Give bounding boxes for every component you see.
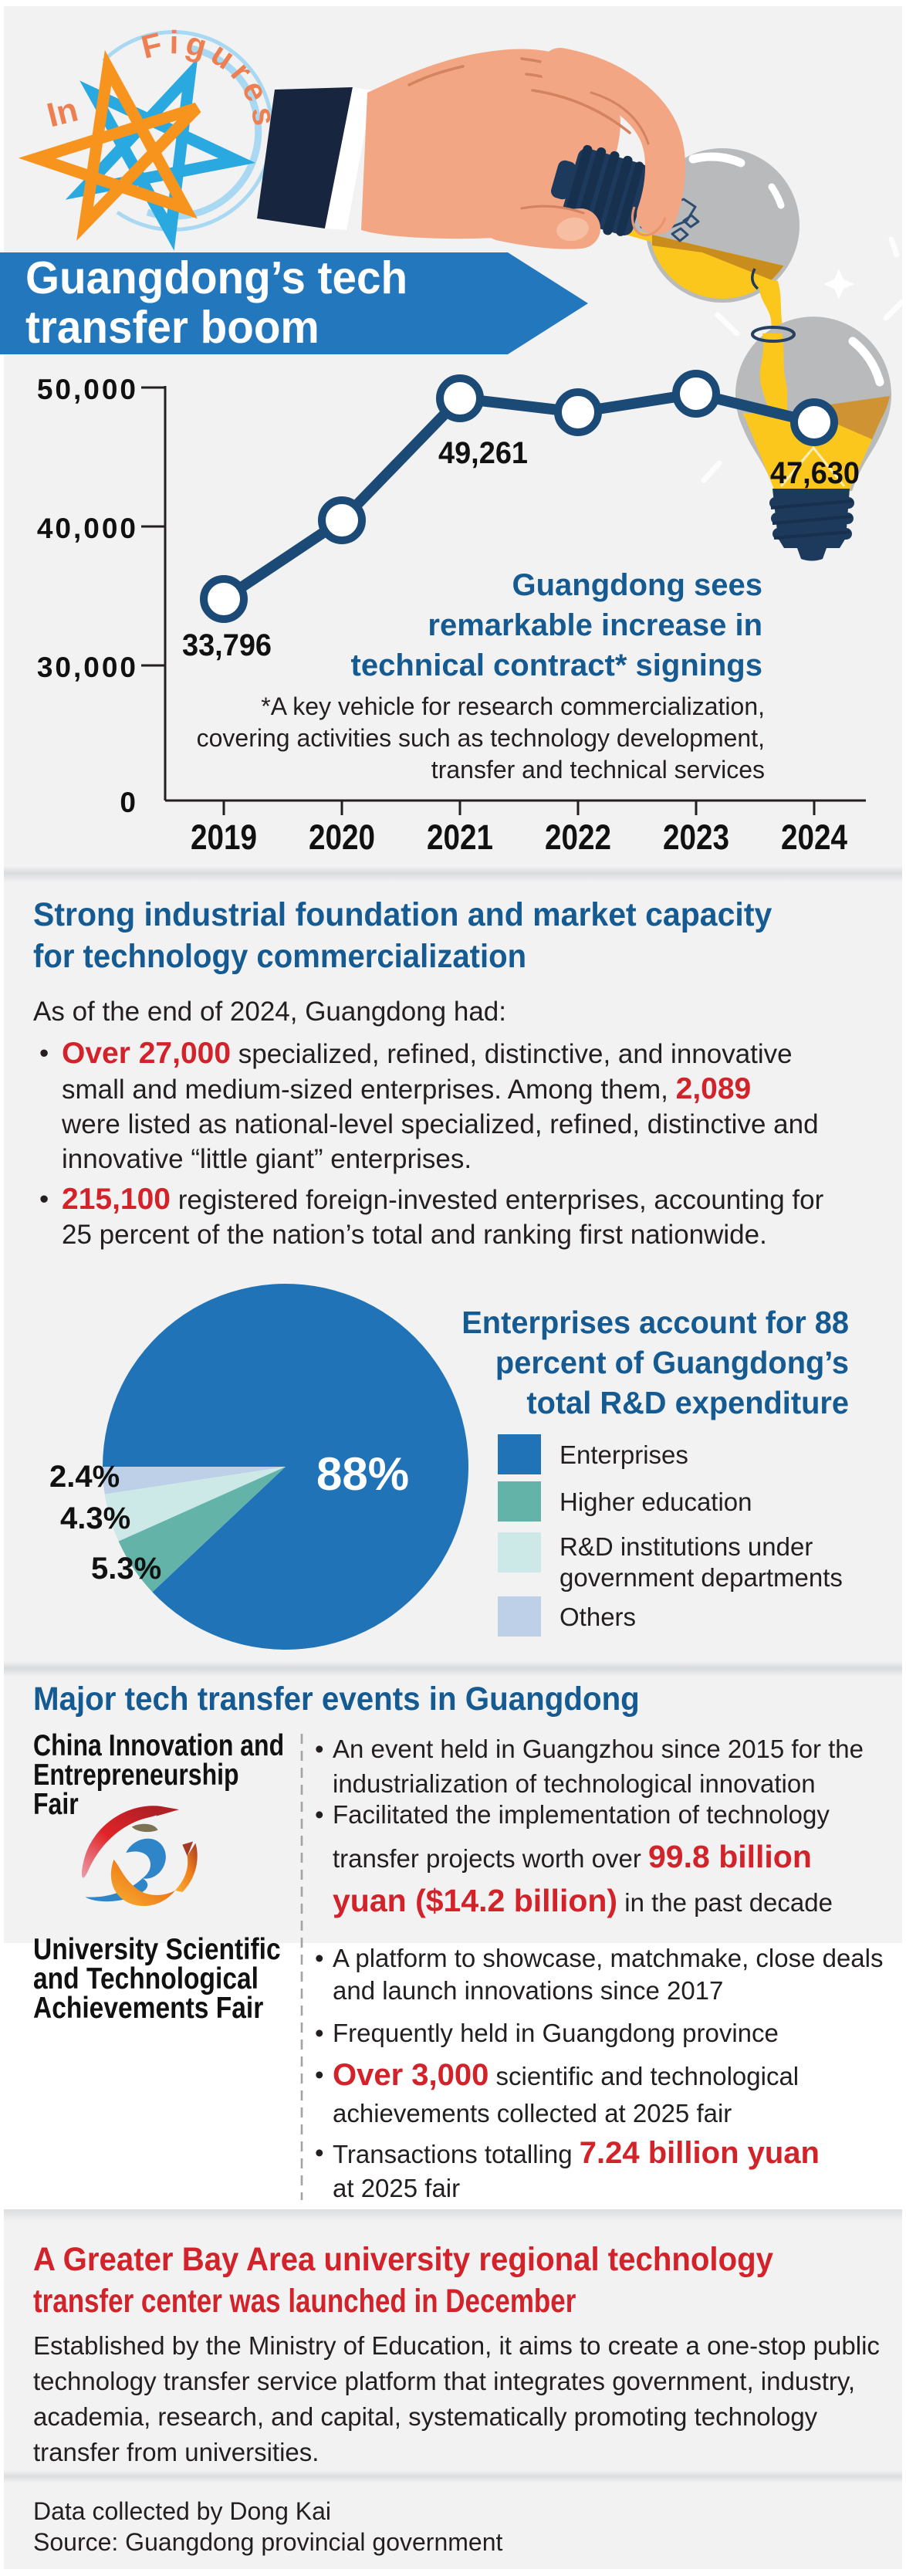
svg-text:30,000: 30,000 — [37, 652, 138, 683]
svg-text:*A key vehicle for research co: *A key vehicle for research commercializ… — [261, 692, 765, 720]
svg-text:2020: 2020 — [309, 817, 375, 857]
svg-text:In: In — [43, 90, 82, 134]
svg-text:2021: 2021 — [427, 817, 493, 857]
svg-text:transfer and technical service: transfer and technical services — [431, 756, 765, 784]
svg-text:33,796: 33,796 — [182, 628, 272, 662]
svg-text:2022: 2022 — [545, 817, 611, 857]
svg-text:2019: 2019 — [191, 817, 257, 857]
svg-text:0: 0 — [120, 787, 138, 818]
svg-text:2023: 2023 — [663, 817, 729, 857]
svg-text:technical contract* signings: technical contract* signings — [351, 648, 762, 682]
svg-text:50,000: 50,000 — [37, 374, 138, 405]
svg-text:covering activities such as te: covering activities such as technology d… — [197, 724, 765, 752]
svg-text:88%: 88% — [316, 1448, 409, 1500]
svg-text:remarkable increase in: remarkable increase in — [428, 608, 762, 642]
svg-text:2024: 2024 — [781, 817, 847, 857]
svg-text:47,630: 47,630 — [770, 456, 860, 490]
svg-text:49,261: 49,261 — [438, 436, 528, 470]
svg-text:40,000: 40,000 — [37, 513, 138, 544]
svg-text:Guangdong sees: Guangdong sees — [512, 568, 763, 602]
